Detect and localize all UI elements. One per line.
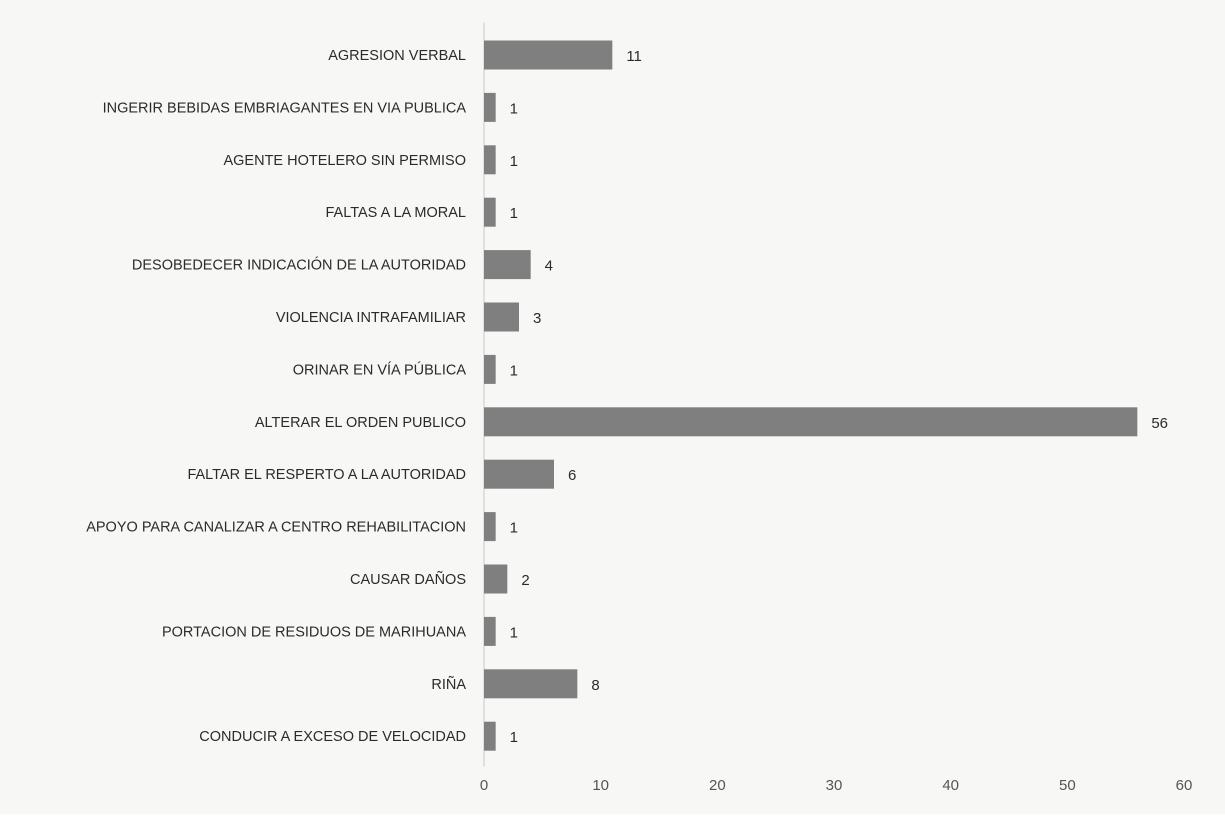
x-tick-label: 20 bbox=[709, 777, 726, 794]
data-label: 56 bbox=[1151, 415, 1168, 432]
data-label: 11 bbox=[626, 48, 642, 65]
data-label: 2 bbox=[521, 572, 529, 589]
data-label: 8 bbox=[591, 677, 599, 694]
bar bbox=[484, 721, 496, 751]
category-label: CONDUCIR A EXCESO DE VELOCIDAD bbox=[199, 729, 466, 745]
data-label: 1 bbox=[510, 729, 518, 746]
x-tick-label: 60 bbox=[1176, 777, 1193, 794]
category-label: ORINAR EN VÍA PÚBLICA bbox=[293, 361, 467, 378]
data-label: 1 bbox=[510, 362, 518, 379]
data-label: 1 bbox=[510, 153, 518, 170]
bar bbox=[484, 459, 554, 489]
data-label: 6 bbox=[568, 467, 576, 484]
bar bbox=[484, 145, 496, 175]
category-label: ALTERAR EL ORDEN PUBLICO bbox=[255, 415, 466, 431]
x-tick-label: 30 bbox=[826, 777, 843, 794]
data-label: 1 bbox=[510, 520, 518, 537]
bar bbox=[484, 302, 519, 332]
data-label: 3 bbox=[533, 310, 541, 327]
category-label: RIÑA bbox=[431, 676, 466, 693]
x-tick-label: 0 bbox=[480, 777, 488, 794]
bar bbox=[484, 616, 496, 646]
category-label: DESOBEDECER INDICACIÓN DE LA AUTORIDAD bbox=[132, 257, 466, 274]
bar bbox=[484, 669, 578, 699]
bars-layer bbox=[484, 40, 1138, 751]
x-tick-label: 10 bbox=[592, 777, 609, 794]
data-label: 1 bbox=[510, 624, 518, 641]
bar bbox=[484, 92, 496, 122]
bar bbox=[484, 564, 508, 594]
x-tick-label: 50 bbox=[1059, 777, 1076, 794]
category-label: AGRESION VERBAL bbox=[328, 48, 466, 64]
category-label: AGENTE HOTELERO SIN PERMISO bbox=[223, 153, 466, 169]
bar bbox=[484, 354, 496, 384]
category-label: FALTAR EL RESPERTO A LA AUTORIDAD bbox=[187, 467, 466, 483]
bar bbox=[484, 250, 531, 280]
category-label: FALTAS A LA MORAL bbox=[326, 205, 467, 221]
category-label: VIOLENCIA INTRAFAMILIAR bbox=[276, 310, 466, 326]
bar bbox=[484, 197, 496, 227]
category-label: INGERIR BEBIDAS EMBRIAGANTES EN VIA PUBL… bbox=[103, 100, 467, 116]
data-label: 1 bbox=[510, 100, 518, 117]
bar bbox=[484, 407, 1138, 437]
data-label: 1 bbox=[510, 205, 518, 222]
x-tick-label: 40 bbox=[942, 777, 959, 794]
bar bbox=[484, 40, 613, 70]
bar bbox=[484, 512, 496, 542]
category-label: APOYO PARA CANALIZAR A CENTRO REHABILITA… bbox=[86, 520, 466, 536]
category-label: CAUSAR DAÑOS bbox=[350, 571, 466, 588]
data-label: 4 bbox=[545, 258, 553, 275]
category-label: PORTACION DE RESIDUOS DE MARIHUANA bbox=[162, 624, 466, 640]
